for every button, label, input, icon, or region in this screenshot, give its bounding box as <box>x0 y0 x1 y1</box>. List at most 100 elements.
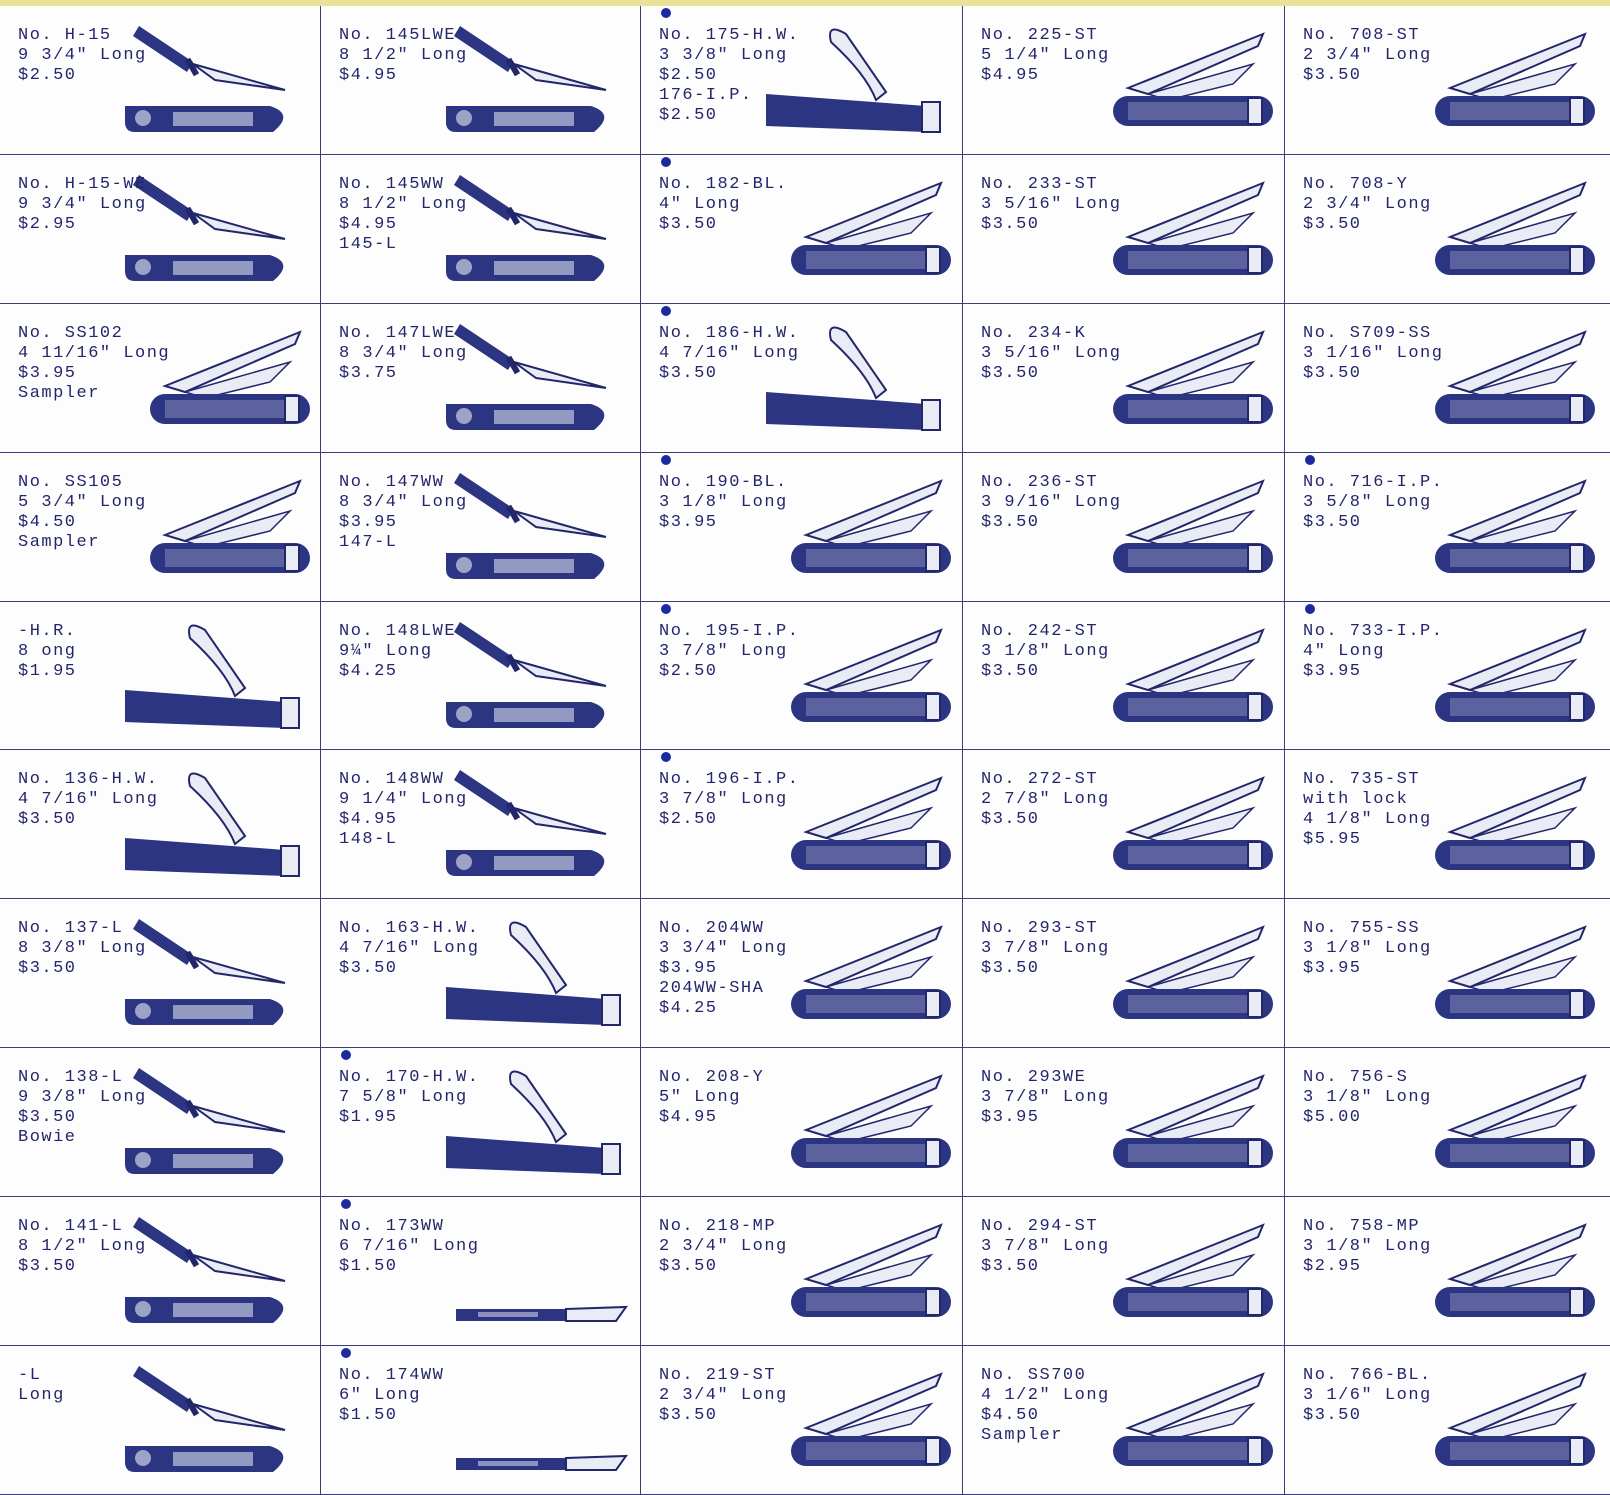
pocket-knife-icon <box>1058 14 1278 146</box>
entry-text: No. 294-ST 3 7/8" Long $3.50 <box>981 1217 1110 1277</box>
pocket-knife-icon <box>736 758 956 890</box>
hawkbill-knife-icon <box>416 907 636 1039</box>
entry-text: No. 147WW 8 3/4" Long $3.95 147-L <box>339 473 468 553</box>
entry-line: 5" Long <box>659 1088 741 1108</box>
entry-text: No. 733-I.P. 4" Long $3.95 <box>1303 622 1443 682</box>
entry-line: 7 5/8" Long <box>339 1088 468 1108</box>
asterisk-mark <box>341 1348 351 1359</box>
catalog-entry: No. 766-BL. 3 1/6" Long $3.50 <box>1285 1346 1610 1495</box>
entry-text: No. 708-Y 2 3/4" Long $3.50 <box>1303 175 1432 235</box>
catalog-entry: No. 758-MP 3 1/8" Long $2.95 <box>1285 1197 1610 1347</box>
entry-line: $3.50 <box>981 810 1040 830</box>
entry-line: $3.50 <box>18 1108 77 1128</box>
entry-line: 3 3/8" Long <box>659 46 788 65</box>
entry-line: $4.95 <box>659 1108 718 1128</box>
entry-text: No. 196-I.P. 3 7/8" Long $2.50 <box>659 770 799 830</box>
catalog-entry: No. 148LWE 9¼" Long $4.25 <box>321 601 641 751</box>
pocket-knife-icon <box>95 461 315 593</box>
pocket-knife-icon <box>1058 758 1278 890</box>
catalog-entry: No. 163-H.W. 4 7/16" Long $3.50 <box>321 899 641 1049</box>
entry-line: 3 7/8" Long <box>981 1237 1110 1257</box>
pocket-knife-icon <box>1058 1056 1278 1188</box>
entry-line: 3 1/6" Long <box>1303 1386 1432 1406</box>
entry-line: No. 716-I.P. <box>1303 472 1444 492</box>
entry-text: No. 708-ST 2 3/4" Long $3.50 <box>1303 26 1432 86</box>
entry-line: 8 3/4" Long <box>339 492 468 512</box>
entry-line: No. 174WW <box>339 1366 445 1386</box>
catalog-entry: No. 225-ST 5 1/4" Long $4.95 <box>963 6 1285 155</box>
catalog-entry: No. 147WW 8 3/4" Long $3.95 147-L <box>321 452 641 602</box>
entry-line: $5.95 <box>1303 830 1362 850</box>
entry-text: No. 236-ST 3 9/16" Long $3.50 <box>981 473 1121 533</box>
entry-line: 9 1/4" Long <box>339 790 468 810</box>
pocket-knife-icon <box>1380 1354 1600 1486</box>
entry-line: $3.50 <box>981 959 1040 979</box>
entry-line: $3.95 <box>339 512 398 532</box>
sheath-knife-icon <box>416 610 636 742</box>
catalog-entry: No. 733-I.P. 4" Long $3.95 <box>1285 602 1610 751</box>
entry-line: No. 735-ST <box>1303 770 1421 790</box>
entry-line: $2.50 <box>659 661 718 681</box>
entry-line: 5 1/4" Long <box>981 46 1110 65</box>
entry-line: No. SS105 <box>18 472 124 492</box>
entry-text: No. 145WW 8 1/2" Long $4.95 145-L <box>339 175 468 255</box>
entry-line: No. 708-ST <box>1303 26 1421 45</box>
entry-line: No. 190-BL. <box>659 472 788 492</box>
pocket-knife-icon <box>1380 461 1600 593</box>
entry-line: $4.50 <box>18 512 77 532</box>
hawkbill-knife-icon <box>95 610 315 742</box>
catalog-entry: -L Long <box>0 1346 321 1495</box>
entry-line: 148-L <box>339 830 398 850</box>
entry-line: No. 141-L <box>18 1217 124 1237</box>
entry-line: No. 148WW <box>339 770 445 790</box>
catalog-entry: No. 735-ST with lock 4 1/8" Long $5.95 <box>1285 750 1610 900</box>
hawkbill-knife-icon <box>736 14 956 146</box>
entry-line: 3 5/8" Long <box>1303 492 1432 512</box>
sheath-knife-icon <box>95 14 315 146</box>
entry-line: No. 204WW <box>659 919 765 939</box>
entry-line: No. 766-BL. <box>1303 1366 1432 1386</box>
pocket-knife-icon <box>1380 312 1600 444</box>
entry-line: No. 233-ST <box>981 174 1099 194</box>
sheath-knife-icon <box>95 163 315 295</box>
entry-text: No. 173WW 6 7/16" Long $1.50 <box>339 1217 479 1277</box>
entry-line: No. 173WW <box>339 1217 445 1237</box>
entry-line: 8 1/2" Long <box>339 46 468 65</box>
entry-text: -H.R. 8 ong $1.95 <box>18 622 77 682</box>
catalog-entry: No. 219-ST 2 3/4" Long $3.50 <box>641 1346 963 1495</box>
entry-line: 2 3/4" Long <box>1303 194 1432 214</box>
asterisk-mark <box>661 156 671 167</box>
catalog-entry: No. H-15 9 3/4" Long $2.50 <box>0 6 321 155</box>
entry-line: $3.95 <box>1303 661 1362 681</box>
entry-line: 3 7/8" Long <box>981 939 1110 959</box>
entry-text: No. 182-BL. 4" Long $3.50 <box>659 175 788 235</box>
hawkbill-knife-icon <box>736 312 956 444</box>
pocket-knife-icon <box>1058 907 1278 1039</box>
catalog-entry: No. 208-Y 5" Long $4.95 <box>641 1048 963 1198</box>
entry-line: 6" Long <box>339 1386 421 1406</box>
entry-line: No. 147LWE <box>339 323 457 343</box>
entry-line: 2 3/4" Long <box>659 1386 788 1406</box>
entry-line: No. H-15 <box>18 26 112 45</box>
pocket-knife-icon <box>736 461 956 593</box>
catalog-entry: No. 293-ST 3 7/8" Long $3.50 <box>963 899 1285 1049</box>
entry-line: No. 756-S <box>1303 1068 1409 1088</box>
catalog-entry: No. 234-K 3 5/16" Long $3.50 <box>963 303 1285 453</box>
catalog-entry: No. 204WW 3 3/4" Long $3.95 204WW-SHA $4.25 <box>641 899 963 1049</box>
entry-line: $4.95 <box>339 214 398 234</box>
entry-line: $3.95 <box>1303 959 1362 979</box>
entry-line: with lock <box>1303 790 1409 810</box>
entry-line: No. 182-BL. <box>659 174 788 194</box>
entry-line: 3 7/8" Long <box>981 1088 1110 1108</box>
entry-line: $1.95 <box>18 661 77 681</box>
pocket-knife-icon <box>1380 610 1600 742</box>
entry-line: $3.50 <box>981 661 1040 681</box>
sheath-knife-icon <box>416 312 636 444</box>
entry-line: No. 195-I.P. <box>659 621 800 641</box>
catalog-entry: No. 182-BL. 4" Long $3.50 <box>641 154 963 304</box>
catalog-entry: No. H-15-WE 9 3/4" Long $2.95 <box>0 154 321 304</box>
entry-line: 176-I.P. <box>659 86 753 105</box>
entry-text: No. 293-ST 3 7/8" Long $3.50 <box>981 919 1110 979</box>
entry-text: No. 218-MP 2 3/4" Long $3.50 <box>659 1217 788 1277</box>
pocket-knife-icon <box>1380 163 1600 295</box>
